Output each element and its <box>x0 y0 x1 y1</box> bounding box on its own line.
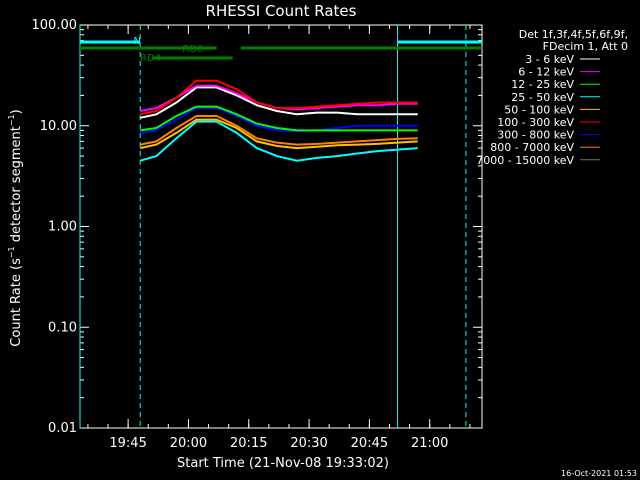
y-tick-label: 0.01 <box>48 421 77 436</box>
decimation-label-rd4: RD4 <box>140 53 161 64</box>
y-axis-label: Count Rate (s−1 detector segment−1) <box>7 109 24 346</box>
legend-label: 7000 - 15000 keV <box>476 154 574 167</box>
legend: Det 1f,3f,4f,5f,6f,9f, FDecim 1, Att 0 3… <box>476 28 628 167</box>
y-tick-label: 0.10 <box>48 320 77 335</box>
legend-label: 50 - 100 keV <box>504 103 574 116</box>
legend-label: 3 - 6 keV <box>525 53 574 66</box>
x-tick-label: 20:15 <box>230 436 267 451</box>
legend-label: 100 - 300 keV <box>497 116 574 129</box>
y-tick-label: 100.00 <box>32 18 78 33</box>
y-axis-label-close: ) <box>9 109 24 114</box>
footer-timestamp: 16-Oct-2021 01:53 <box>561 469 637 478</box>
series-line <box>139 118 418 150</box>
y-axis-label-tail: detector segment <box>9 126 24 246</box>
legend-label: 12 - 25 keV <box>511 78 574 91</box>
chart-title: RHESSI Count Rates <box>206 2 357 20</box>
y-axis-label-exp2: −1 <box>7 114 16 126</box>
y-tick-label: 10.00 <box>40 119 77 134</box>
legend-label: 6 - 12 keV <box>518 66 574 79</box>
x-tick-label: 19:45 <box>109 436 146 451</box>
plot-area: 100.00 10.00 1.00 0.10 0.01 19:45 20:00 20:15 20… <box>32 18 483 451</box>
x-tick-label: 20:00 <box>170 436 207 451</box>
series-line <box>139 120 418 162</box>
series-line <box>140 105 418 132</box>
legend-label: 25 - 50 keV <box>511 91 574 104</box>
saa-label: N <box>133 36 140 47</box>
decimation-label-rd0: RD0 <box>182 44 203 55</box>
series-line <box>140 107 418 134</box>
x-tick-label: 21:00 <box>411 436 448 451</box>
legend-header-line1: Det 1f,3f,4f,5f,6f,9f, <box>519 28 628 41</box>
legend-label: 800 - 7000 keV <box>490 141 574 154</box>
legend-header-line2: FDecim 1, Att 0 <box>543 40 628 53</box>
y-tick-label: 1.00 <box>48 220 77 235</box>
y-axis-label-head: Count Rate (s <box>9 258 24 347</box>
x-tick-label: 20:30 <box>290 436 327 451</box>
series-line <box>140 115 418 146</box>
legend-label: 300 - 800 keV <box>497 129 574 142</box>
y-axis-label-exp: −1 <box>7 246 16 258</box>
series-line <box>139 79 418 116</box>
x-axis-label: Start Time (21-Nov-08 19:33:02) <box>177 456 389 471</box>
x-tick-label: 20:45 <box>351 436 388 451</box>
series-line <box>139 86 418 119</box>
